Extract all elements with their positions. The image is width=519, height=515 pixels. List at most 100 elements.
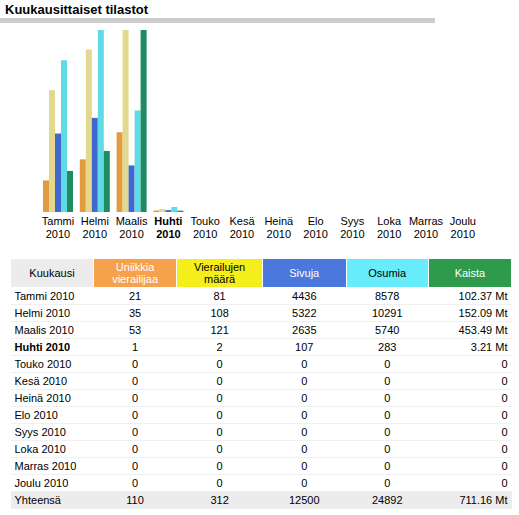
table-row: Heinä 201000000 — [11, 390, 512, 407]
table-row: Elo 201000000 — [11, 407, 512, 424]
bar — [349, 212, 355, 213]
bar — [288, 212, 294, 213]
x-tick-label: Elo 2010 — [297, 215, 335, 241]
bar — [190, 212, 196, 213]
cell: 5322 — [263, 305, 347, 322]
cell: 0 — [263, 407, 347, 424]
bar — [202, 212, 208, 213]
table-row: Maalis 20105312126355740453.49 Mt — [11, 322, 512, 339]
cell: 1 — [93, 339, 176, 356]
row-label: Marras 2010 — [11, 458, 94, 475]
bar — [307, 212, 313, 213]
cell: 0 — [177, 373, 263, 390]
bar — [92, 118, 98, 212]
bar — [43, 180, 49, 212]
cell: 152.09 Mt — [428, 305, 511, 322]
bar — [239, 212, 245, 213]
bar — [233, 212, 239, 213]
row-label: Tammi 2010 — [11, 288, 94, 305]
cell: 4436 — [263, 288, 347, 305]
cell: 0 — [428, 475, 511, 492]
bar — [472, 212, 478, 213]
header-cell: Osumia — [346, 259, 428, 288]
row-label: Heinä 2010 — [11, 390, 94, 407]
table-row: Syys 201000000 — [11, 424, 512, 441]
total-row: Yhteensä1103121250024892711.16 Mt — [11, 492, 512, 509]
x-tick-label: Marras 2010 — [407, 215, 445, 241]
cell: 121 — [177, 322, 263, 339]
cell: 2635 — [263, 322, 347, 339]
cell: 12500 — [263, 492, 347, 509]
bar — [270, 212, 276, 213]
bar — [392, 212, 398, 213]
cell: 5740 — [346, 322, 428, 339]
cell: 0 — [428, 458, 511, 475]
cell: 0 — [428, 390, 511, 407]
bar — [460, 212, 466, 213]
bar — [448, 212, 454, 213]
table-row: Joulu 201000000 — [11, 475, 512, 492]
cell: 2 — [177, 339, 263, 356]
header-row: KuukausiUniikkia vierailijaaVierailujen … — [11, 259, 512, 288]
bar — [245, 212, 251, 213]
bar — [343, 212, 349, 213]
bar — [135, 110, 141, 212]
row-label: Syys 2010 — [11, 424, 94, 441]
row-label: Yhteensä — [11, 492, 94, 509]
cell: 0 — [346, 424, 428, 441]
bar — [361, 212, 367, 213]
cell: 35 — [93, 305, 176, 322]
cell: 0 — [263, 475, 347, 492]
row-label: Helmi 2010 — [11, 305, 94, 322]
row-label: Maalis 2010 — [11, 322, 94, 339]
bar — [301, 212, 307, 213]
x-tick-label: Joulu 2010 — [444, 215, 482, 241]
table-row: Helmi 201035108532210291152.09 Mt — [11, 305, 512, 322]
x-tick-label: Syys 2010 — [333, 215, 371, 241]
bar — [159, 209, 165, 212]
bar — [282, 212, 288, 213]
cell: 0 — [263, 441, 347, 458]
bar — [165, 210, 171, 212]
cell: 0 — [177, 356, 263, 373]
x-tick-label: Loka 2010 — [370, 215, 408, 241]
cell: 0 — [263, 373, 347, 390]
cell: 0 — [93, 475, 176, 492]
chart-title: Kuukausittaiset tilastot — [5, 2, 148, 17]
bar — [98, 30, 104, 212]
cell: 21 — [93, 288, 176, 305]
cell: 0 — [177, 475, 263, 492]
cell: 0 — [428, 356, 511, 373]
cell: 102.37 Mt — [428, 288, 511, 305]
table-row: Tammi 2010218144368578102.37 Mt — [11, 288, 512, 305]
bar — [123, 30, 129, 212]
bar — [398, 212, 404, 213]
bar — [141, 30, 147, 212]
x-tick-label: Heinä 2010 — [260, 215, 298, 241]
cell: 453.49 Mt — [428, 322, 511, 339]
cell: 0 — [177, 441, 263, 458]
bar — [177, 211, 183, 212]
cell: 110 — [93, 492, 176, 509]
cell: 0 — [177, 407, 263, 424]
bar — [264, 212, 270, 213]
bar — [196, 212, 202, 213]
cell: 0 — [346, 390, 428, 407]
row-label: Elo 2010 — [11, 407, 94, 424]
cell: 0 — [93, 458, 176, 475]
row-label: Huhti 2010 — [11, 339, 94, 356]
bar — [435, 212, 441, 213]
cell: 10291 — [346, 305, 428, 322]
bar — [67, 171, 73, 212]
x-tick-label: Helmi 2010 — [76, 215, 114, 241]
cell: 711.16 Mt — [428, 492, 511, 509]
cell: 0 — [346, 475, 428, 492]
stats-table: KuukausiUniikkia vierailijaaVierailujen … — [10, 258, 512, 509]
cell: 0 — [346, 356, 428, 373]
bar — [61, 60, 67, 212]
x-tick-label: Kesä 2010 — [223, 215, 261, 241]
bar — [429, 212, 435, 213]
bar — [80, 159, 86, 212]
header-cell: Vierailujen määrä — [177, 259, 263, 288]
cell: 0 — [428, 407, 511, 424]
